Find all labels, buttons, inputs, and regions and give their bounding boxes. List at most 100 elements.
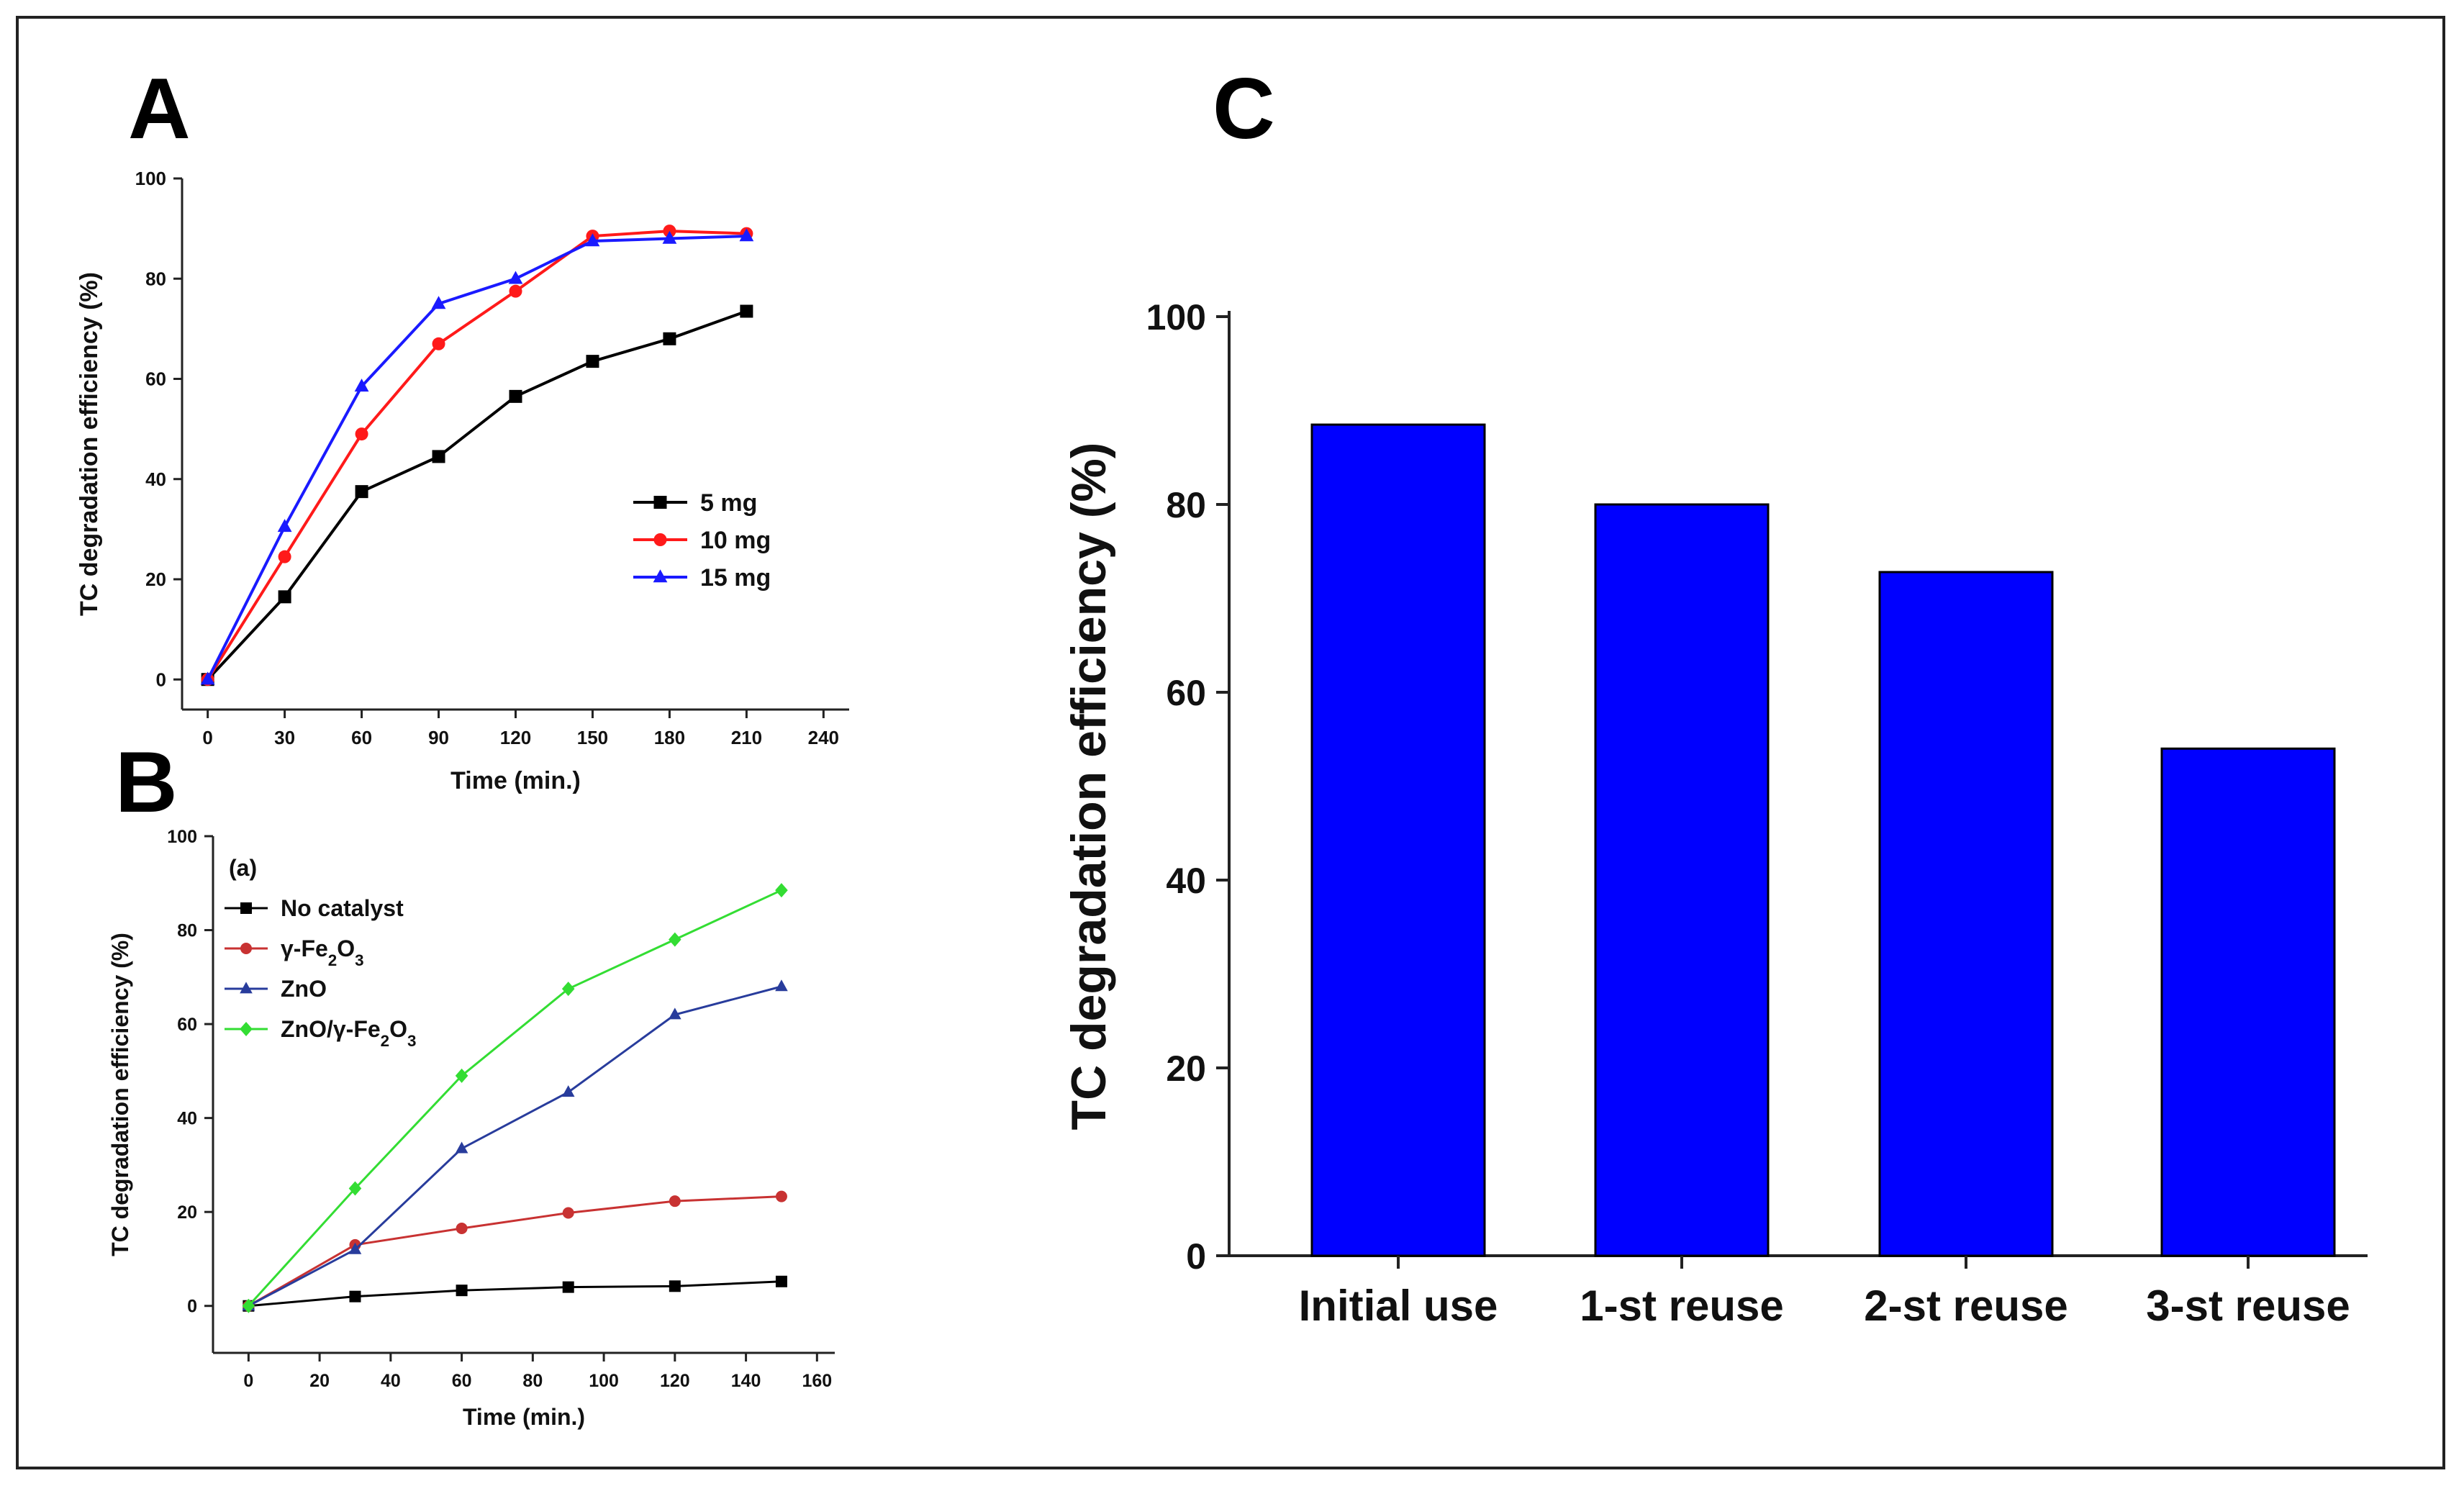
data-point-no-catalyst — [775, 1275, 787, 1287]
data-point-no-catalyst — [562, 1281, 574, 1293]
y-tick-label: 60 — [145, 368, 166, 390]
x-tick-label: 80 — [522, 1371, 543, 1391]
y-tick-label: 80 — [145, 268, 166, 289]
y-tick-label: 0 — [1186, 1236, 1206, 1277]
x-tick-label: 90 — [428, 727, 449, 748]
panel-label-a: A — [128, 60, 191, 157]
data-point-no-catalyst — [456, 1285, 468, 1297]
data-point-10-mg — [355, 427, 368, 441]
y-tick-label: 40 — [177, 1108, 197, 1128]
y-tick-label: 0 — [156, 669, 166, 690]
legend-marker-10-mg — [653, 533, 667, 546]
data-point-15-mg — [508, 271, 523, 284]
series-line-zno-fe2o3 — [248, 889, 782, 1307]
data-point-fe2o3 — [669, 1195, 681, 1208]
data-point-zno-fe2o3 — [348, 1181, 362, 1196]
data-point-zno-fe2o3 — [242, 1298, 255, 1313]
legend-label-zno: ZnO — [281, 976, 327, 1002]
data-point-zno — [455, 1141, 468, 1154]
data-point-5-mg — [740, 304, 753, 318]
x-tick-label: 20 — [309, 1371, 330, 1391]
y-tick-label: 100 — [135, 168, 166, 189]
figure-frame — [16, 16, 2445, 1469]
data-point-15-mg — [585, 233, 600, 247]
data-point-fe2o3 — [456, 1223, 468, 1235]
series-line-5-mg — [207, 309, 748, 681]
x-tick-label: 180 — [654, 727, 685, 748]
panel-label-b: B — [115, 734, 178, 830]
chart-b: 0 20 40 60 80 100 0 20 40 60 80 100 120 140 160 Time (m… — [107, 827, 835, 1430]
legend-marker-zno-fe2o3 — [240, 1022, 253, 1036]
y-axis-label: TC degradation efficiency (%) — [1061, 443, 1116, 1131]
x-tick-label-2-st-reuse: 2-st reuse — [1864, 1282, 2067, 1330]
legend-marker-zno — [240, 982, 253, 994]
data-point-15-mg — [431, 296, 446, 309]
x-tick-label-initial-use: Initial use — [1299, 1282, 1498, 1330]
x-tick-label: 30 — [274, 727, 295, 748]
data-point-15-mg — [354, 379, 369, 392]
y-tick-label: 0 — [187, 1296, 197, 1316]
series-line-no-catalyst — [248, 1280, 782, 1308]
y-tick-label: 20 — [1166, 1048, 1206, 1089]
data-point-zno-fe2o3 — [455, 1068, 468, 1083]
x-tick-label: 140 — [731, 1371, 761, 1391]
series-line-zno — [248, 985, 782, 1308]
x-axis-label: Time (min.) — [450, 767, 581, 794]
legend-marker-no-catalyst — [240, 902, 252, 914]
data-point-15-mg — [739, 228, 754, 242]
data-point-15-mg — [200, 671, 215, 685]
inner-label: (a) — [229, 855, 257, 881]
y-tick-label: 100 — [167, 827, 197, 847]
data-point-no-catalyst — [669, 1280, 681, 1292]
x-tick-label: 60 — [351, 727, 372, 748]
chart-a: 0 20 40 60 80 100 0 30 60 90 120 150 180 210 240 Time (… — [76, 168, 849, 794]
y-tick-label: 100 — [1146, 297, 1206, 337]
legend-label-fe2o3: γ-Fe2O3 — [281, 935, 364, 969]
x-tick-label: 210 — [731, 727, 762, 748]
y-tick-label: 80 — [1166, 485, 1206, 525]
data-point-fe2o3 — [562, 1207, 574, 1219]
data-point-5-mg — [509, 389, 522, 403]
data-point-fe2o3 — [775, 1190, 787, 1202]
data-point-5-mg — [432, 450, 445, 463]
series-line-15-mg — [206, 235, 747, 681]
y-tick-label: 20 — [145, 568, 166, 590]
data-point-5-mg — [586, 355, 599, 368]
data-point-zno-fe2o3 — [669, 932, 681, 947]
legend-label-zno-fe2o3: ZnO/γ-Fe2O3 — [281, 1016, 416, 1050]
x-tick-label: 150 — [577, 727, 608, 748]
legend-label-5-mg: 5 mg — [700, 489, 757, 517]
y-tick-label: 20 — [177, 1202, 197, 1223]
x-tick-label: 240 — [808, 727, 839, 748]
y-axis-label: TC degradation efficiency (%) — [76, 272, 103, 616]
x-tick-label-3-st-reuse: 3-st reuse — [2146, 1282, 2350, 1330]
legend-label-15-mg: 15 mg — [700, 564, 771, 592]
x-tick-label: 60 — [452, 1371, 472, 1391]
y-tick-label: 60 — [1166, 673, 1206, 713]
y-tick-label: 40 — [145, 468, 166, 490]
panel-label-c: C — [1213, 60, 1275, 157]
chart-c: 0 20 40 60 80 100 Initial use 1-st reuse 2-st re… — [1061, 297, 2368, 1330]
x-tick-label: 120 — [660, 1371, 690, 1391]
legend-marker-5-mg — [653, 496, 667, 509]
y-axis-label: TC degradation efficiency (%) — [107, 933, 133, 1256]
y-tick-label: 40 — [1166, 861, 1206, 901]
bar-3-st-reuse — [2160, 747, 2336, 1257]
series-line-fe2o3 — [248, 1195, 782, 1308]
x-tick-label: 0 — [243, 1371, 253, 1391]
data-point-5-mg — [355, 485, 368, 499]
legend-label-10-mg: 10 mg — [700, 527, 771, 554]
legend-marker-15-mg — [653, 569, 668, 583]
data-point-zno — [561, 1085, 575, 1097]
y-tick-label: 60 — [177, 1015, 197, 1035]
data-point-10-mg — [509, 284, 522, 298]
x-tick-label: 120 — [500, 727, 531, 748]
data-point-5-mg — [663, 332, 676, 345]
x-tick-label: 40 — [381, 1371, 401, 1391]
data-point-zno-fe2o3 — [561, 982, 575, 997]
data-point-zno — [775, 979, 788, 992]
series-line-10-mg — [206, 230, 747, 681]
bar-initial-use — [1310, 423, 1486, 1257]
data-point-15-mg — [277, 519, 292, 533]
